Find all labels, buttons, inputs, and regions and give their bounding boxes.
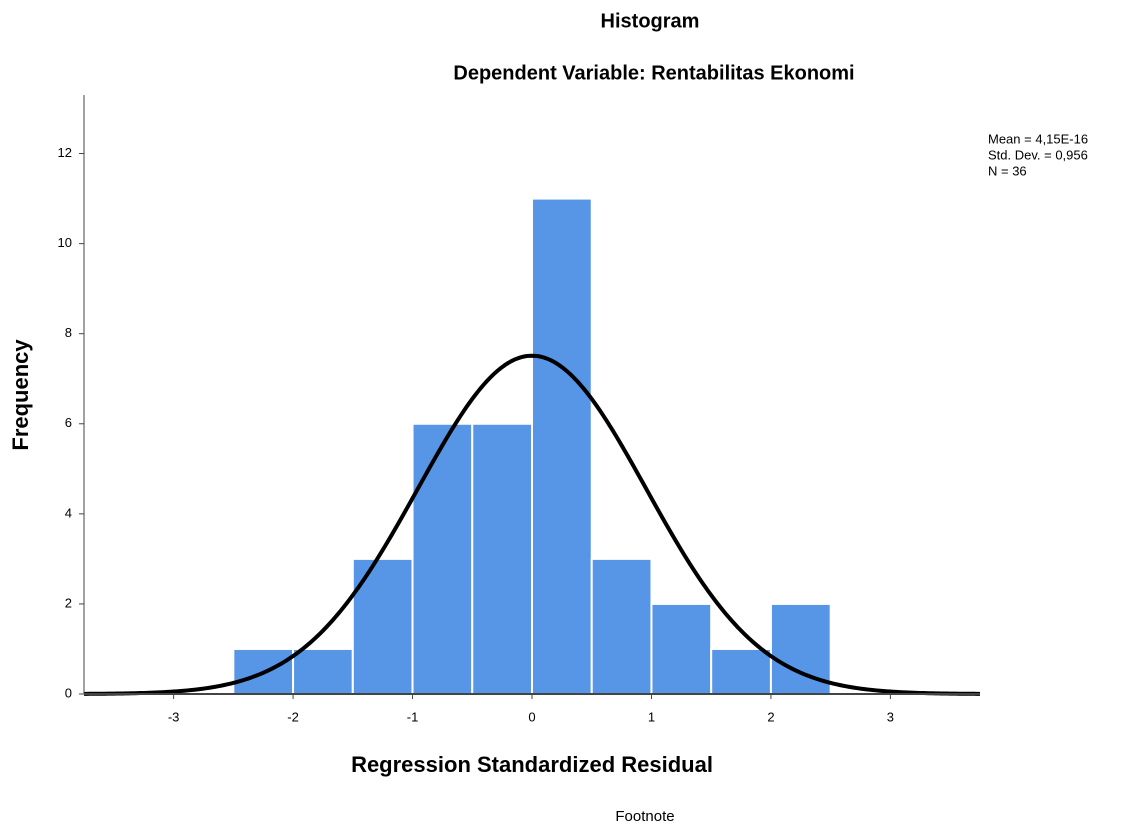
y-axis-label: Frequency [8,339,33,451]
y-tick-label: 10 [58,235,72,250]
x-tick-label: 1 [648,709,655,724]
bar [590,557,653,695]
bar [471,422,533,695]
x-tick-label: -2 [287,709,299,724]
x-tick-label: 3 [887,709,894,724]
x-axis-label: Regression Standardized Residual [351,752,713,777]
chart-title: Histogram [601,10,700,32]
y-tick-label: 2 [65,595,72,610]
x-tick-label: -3 [168,709,180,724]
x-tick-label: 0 [528,709,535,724]
x-tick-label: 2 [767,709,774,724]
footnote: Footnote [615,808,674,825]
x-tick-label: -1 [407,709,419,724]
bar [710,647,772,695]
normal-curve [83,353,981,696]
chart-subtitle: Dependent Variable: Rentabilitas Ekonomi [453,62,854,84]
bar [411,422,474,695]
bar [650,602,713,695]
stat-label: Mean = 4,15E-16 [988,131,1088,146]
y-tick-label: 4 [65,505,72,520]
y-tick-label: 8 [65,325,72,340]
y-tick-label: 12 [58,145,72,160]
bar [292,647,354,695]
y-tick-label: 0 [65,685,72,700]
bar [531,197,593,696]
stat-label: Std. Dev. = 0,956 [988,147,1088,162]
stat-label: N = 36 [988,163,1027,178]
y-tick-label: 6 [65,415,72,430]
